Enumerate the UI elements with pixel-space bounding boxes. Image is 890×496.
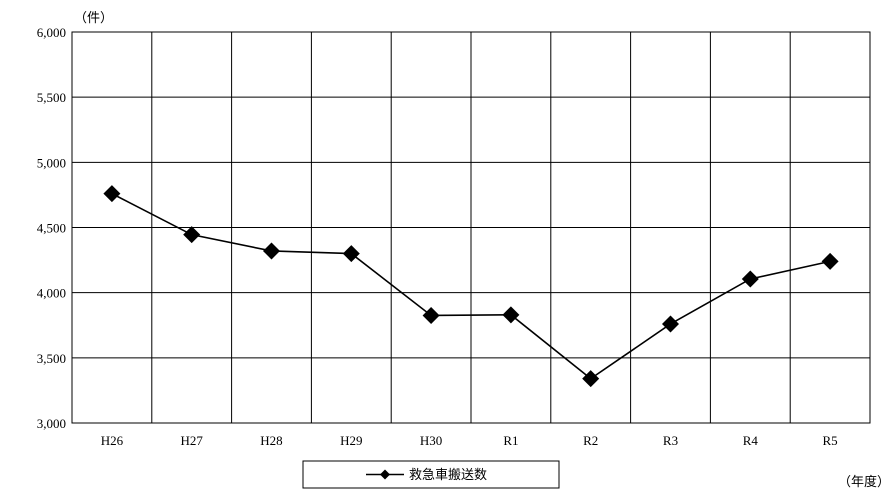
data-point-marker bbox=[183, 226, 201, 244]
x-tick-label: R2 bbox=[583, 433, 598, 448]
legend-series-label: 救急車搬送数 bbox=[409, 467, 487, 483]
x-tick-label: H28 bbox=[260, 433, 282, 448]
x-tick-label: H29 bbox=[340, 433, 362, 448]
x-tick-label: H26 bbox=[101, 433, 124, 448]
legend-marker-sample bbox=[380, 469, 390, 480]
data-point-marker bbox=[422, 306, 440, 324]
x-tick-label: R3 bbox=[663, 433, 678, 448]
x-tick-label: R5 bbox=[823, 433, 838, 448]
x-tick-label: R1 bbox=[503, 433, 518, 448]
y-tick-label: 5,000 bbox=[37, 155, 66, 170]
y-tick-label: 5,500 bbox=[37, 90, 66, 105]
data-point-marker bbox=[103, 185, 121, 203]
data-point-marker bbox=[662, 315, 679, 333]
y-tick-label: 4,500 bbox=[37, 221, 66, 236]
y-axis-unit-label: （件） bbox=[74, 11, 113, 26]
plot-frame bbox=[71, 31, 871, 424]
x-axis-tick-labels: H26 H27 H28 H29 H30 R1 R2 R3 R4 R5 bbox=[101, 433, 838, 448]
x-tick-label: H30 bbox=[420, 433, 442, 448]
data-point-marker bbox=[741, 270, 759, 288]
x-axis-unit-label: （年度） bbox=[838, 474, 890, 490]
legend: 救急車搬送数 bbox=[302, 460, 560, 489]
data-point-marker bbox=[821, 252, 839, 270]
series-line bbox=[111, 192, 831, 380]
y-axis-tick-labels: 3,000 3,500 4,000 4,500 5,000 5,500 6,000 bbox=[37, 25, 66, 431]
data-point-marker bbox=[582, 370, 600, 388]
data-point-marker bbox=[263, 242, 280, 260]
plot-area-border bbox=[71, 31, 871, 424]
legend-box bbox=[302, 460, 560, 489]
data-point-marker bbox=[342, 245, 360, 263]
data-point-marker bbox=[502, 306, 520, 324]
y-tick-label: 4,000 bbox=[37, 286, 66, 301]
y-tick-label: 3,500 bbox=[37, 351, 66, 366]
x-tick-label: H27 bbox=[181, 433, 204, 448]
y-tick-label: 6,000 bbox=[37, 25, 66, 40]
x-tick-label: R4 bbox=[743, 433, 759, 448]
y-tick-label: 3,000 bbox=[37, 416, 66, 431]
series-lines bbox=[111, 192, 831, 380]
series-markers bbox=[103, 185, 839, 388]
